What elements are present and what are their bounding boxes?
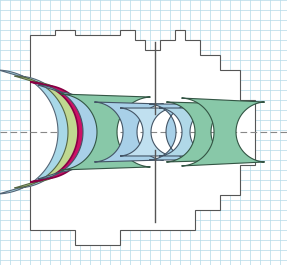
Polygon shape	[61, 94, 150, 170]
Polygon shape	[159, 108, 213, 156]
Polygon shape	[0, 70, 73, 194]
Polygon shape	[30, 82, 89, 182]
Polygon shape	[181, 98, 265, 166]
Polygon shape	[38, 85, 99, 179]
Polygon shape	[149, 104, 193, 160]
Polygon shape	[120, 108, 174, 156]
Polygon shape	[30, 30, 255, 245]
Polygon shape	[94, 102, 164, 162]
Polygon shape	[166, 102, 238, 162]
Polygon shape	[15, 76, 82, 188]
